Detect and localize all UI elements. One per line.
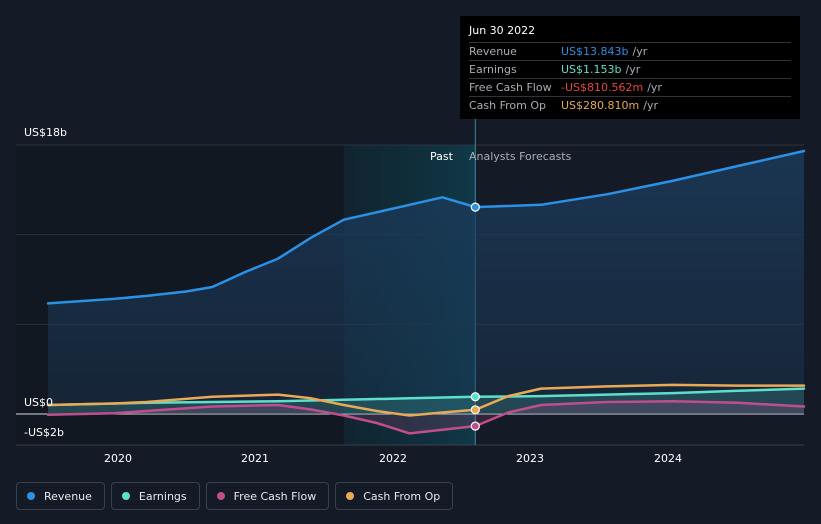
- legend-label: Earnings: [138, 489, 187, 503]
- tooltip-value: US$13.843b: [561, 45, 629, 58]
- tooltip-unit: /yr: [632, 45, 648, 58]
- legend-label: Cash From Op: [363, 489, 441, 503]
- revenue-area: [48, 151, 804, 414]
- tooltip-row-earnings: Earnings US$1.153b /yr: [469, 60, 791, 78]
- tooltip-value: US$1.153b: [561, 63, 622, 76]
- tooltip-row-cfo: Cash From Op US$280.810m /yr: [469, 96, 791, 114]
- legend-dot-icon: [27, 492, 35, 500]
- past-label: Past: [430, 150, 453, 163]
- tooltip-row-revenue: Revenue US$13.843b /yr: [469, 42, 791, 60]
- tooltip-label: Revenue: [469, 45, 517, 58]
- legend-cash-from-op[interactable]: Cash From Op: [335, 482, 454, 510]
- forecast-label: Analysts Forecasts: [469, 150, 572, 163]
- y-axis-label-zero: US$0: [24, 396, 54, 409]
- legend-revenue[interactable]: Revenue: [16, 482, 105, 510]
- legend-dot-icon: [346, 492, 355, 500]
- x-tick-2021: 2021: [241, 452, 269, 465]
- series-line-cash-from-op: [46, 383, 806, 417]
- chart-legend: Revenue Earnings Free Cash Flow Cash Fro…: [16, 482, 454, 510]
- series-line-revenue: [46, 196, 477, 305]
- legend-earnings[interactable]: Earnings: [110, 482, 200, 510]
- data-point-earnings: [470, 392, 480, 402]
- tooltip-date: Jun 30 2022: [469, 24, 536, 37]
- tooltip-label: Earnings: [469, 63, 517, 76]
- y-axis-label-top: US$18b: [24, 126, 68, 139]
- data-point-cash-from-op: [470, 405, 480, 415]
- legend-free-cash-flow[interactable]: Free Cash Flow: [205, 482, 330, 510]
- data-tooltip: Jun 30 2022 Revenue US$13.843b /yr Earni…: [460, 16, 800, 119]
- x-tick-2023: 2023: [516, 452, 544, 465]
- tooltip-unit: /yr: [625, 63, 641, 76]
- tooltip-row-fcf: Free Cash Flow -US$810.562m /yr: [469, 78, 791, 96]
- data-point-revenue: [470, 202, 480, 212]
- tooltip-unit: /yr: [643, 99, 658, 112]
- tooltip-unit: /yr: [647, 81, 662, 94]
- legend-dot-icon: [216, 492, 225, 500]
- legend-label: Revenue: [44, 489, 92, 503]
- x-tick-2022: 2022: [379, 452, 407, 465]
- series-line-free-cash-flow: [46, 400, 806, 435]
- x-tick-2024: 2024: [654, 452, 682, 465]
- tooltip-value: -US$810.562m: [561, 81, 644, 94]
- series-line-revenue-forecast: [474, 149, 806, 209]
- legend-label: Free Cash Flow: [233, 489, 317, 503]
- fcf-area: [48, 401, 804, 434]
- x-tick-2020: 2020: [104, 452, 132, 465]
- tooltip-label: Free Cash Flow: [469, 81, 552, 94]
- tooltip-value: US$280.810m: [561, 99, 640, 112]
- data-point-free-cash-flow: [470, 421, 480, 431]
- tooltip-label: Cash From Op: [469, 99, 547, 112]
- legend-dot-icon: [121, 492, 130, 500]
- y-axis-label-bottom: -US$2b: [24, 426, 64, 439]
